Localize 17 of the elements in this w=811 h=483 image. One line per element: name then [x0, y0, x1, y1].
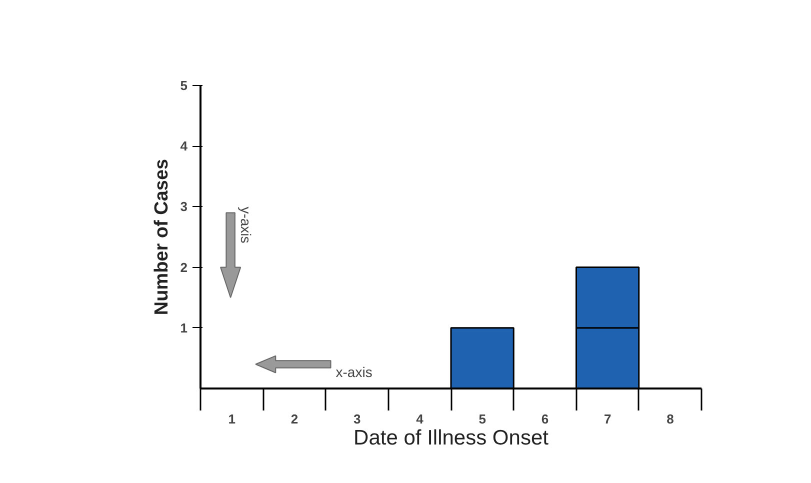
annotation: x-axis	[336, 364, 372, 380]
x-tick-label: 2	[290, 412, 298, 426]
y-tick-label: 4	[180, 138, 188, 154]
x-axis-title: Date of Illness Onset	[354, 426, 549, 450]
x-tick-label: 7	[604, 412, 612, 426]
x-tick-label: 3	[353, 412, 361, 426]
y-tick-label: 1	[180, 320, 188, 336]
y-tick-label: 2	[180, 260, 188, 275]
x-tick-label: 8	[666, 412, 674, 426]
x-tick-label: 1	[228, 412, 236, 426]
y-axis-title: Number of Cases	[151, 158, 172, 316]
x-tick-label: 6	[541, 412, 549, 426]
x-tick-label: 4	[416, 412, 424, 426]
x-tick-label: 5	[478, 412, 486, 426]
annotation: y-axis	[238, 206, 254, 244]
y-tick-label: 3	[180, 199, 188, 214]
y-tick-label: 5	[180, 78, 188, 93]
